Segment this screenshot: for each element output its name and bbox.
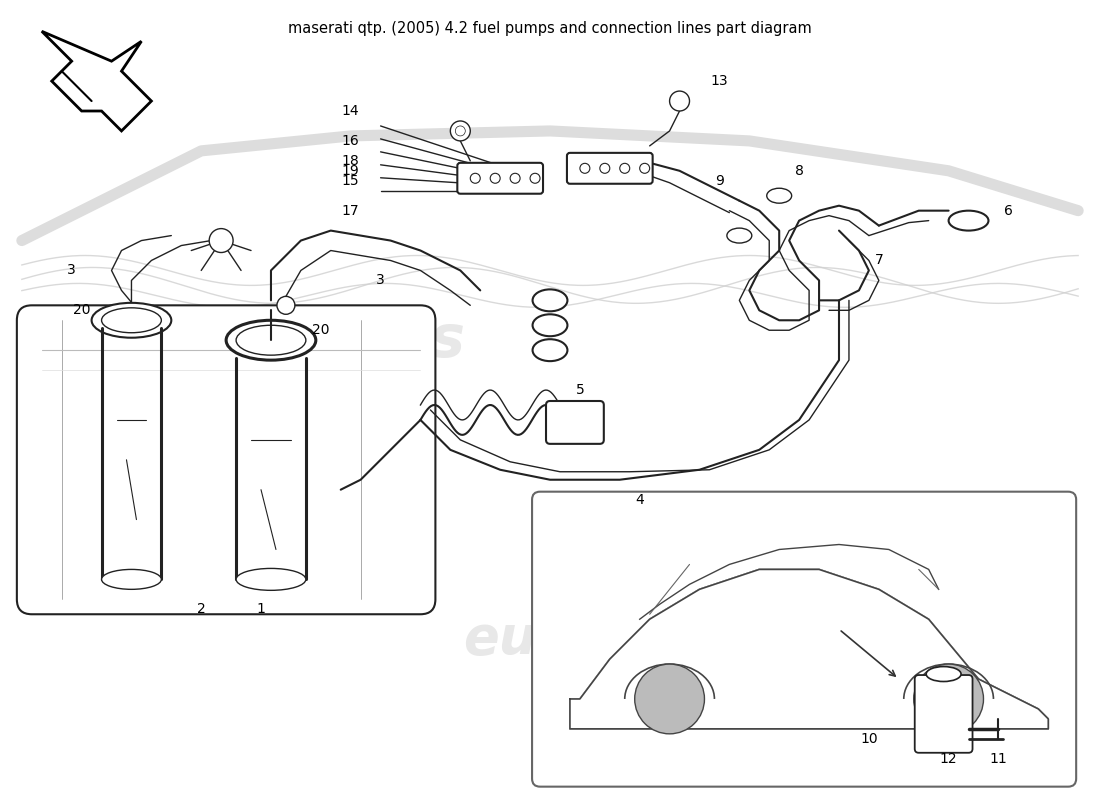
- Text: 3: 3: [67, 263, 76, 278]
- Text: 6: 6: [1004, 204, 1013, 218]
- Text: 20: 20: [312, 323, 330, 338]
- Text: 9: 9: [715, 174, 724, 188]
- Text: 5: 5: [575, 383, 584, 397]
- Text: 13: 13: [711, 74, 728, 88]
- Ellipse shape: [532, 339, 568, 361]
- Circle shape: [491, 174, 501, 183]
- Text: 18: 18: [342, 154, 360, 168]
- Circle shape: [914, 664, 983, 734]
- Circle shape: [640, 163, 650, 174]
- Polygon shape: [570, 570, 1048, 729]
- Ellipse shape: [926, 666, 961, 682]
- Circle shape: [455, 126, 465, 136]
- Text: eurospares: eurospares: [463, 613, 796, 665]
- Circle shape: [530, 174, 540, 183]
- FancyBboxPatch shape: [532, 492, 1076, 786]
- Text: 17: 17: [342, 204, 360, 218]
- Circle shape: [209, 229, 233, 253]
- Text: eurospares: eurospares: [97, 312, 465, 369]
- Text: 8: 8: [794, 164, 804, 178]
- Circle shape: [510, 174, 520, 183]
- FancyBboxPatch shape: [915, 675, 972, 753]
- Polygon shape: [42, 31, 152, 131]
- Text: 2: 2: [197, 602, 206, 616]
- FancyBboxPatch shape: [566, 153, 652, 184]
- Text: 11: 11: [990, 752, 1008, 766]
- Circle shape: [277, 296, 295, 314]
- Text: 7: 7: [874, 254, 883, 267]
- Text: 4: 4: [636, 493, 645, 506]
- Text: 19: 19: [342, 164, 360, 178]
- Text: maserati qtp. (2005) 4.2 fuel pumps and connection lines part diagram: maserati qtp. (2005) 4.2 fuel pumps and …: [288, 22, 812, 36]
- Circle shape: [670, 91, 690, 111]
- Text: 12: 12: [939, 752, 957, 766]
- Text: 15: 15: [342, 174, 360, 188]
- Circle shape: [619, 163, 629, 174]
- Ellipse shape: [727, 228, 751, 243]
- Ellipse shape: [227, 320, 316, 360]
- Ellipse shape: [236, 326, 306, 355]
- Text: 1: 1: [256, 602, 265, 616]
- Text: 14: 14: [342, 104, 360, 118]
- FancyBboxPatch shape: [458, 163, 543, 194]
- Circle shape: [450, 121, 471, 141]
- Ellipse shape: [91, 303, 172, 338]
- FancyBboxPatch shape: [16, 306, 436, 614]
- Ellipse shape: [101, 308, 162, 333]
- Circle shape: [600, 163, 609, 174]
- Ellipse shape: [101, 570, 162, 590]
- FancyBboxPatch shape: [546, 401, 604, 444]
- Circle shape: [471, 174, 481, 183]
- Ellipse shape: [948, 210, 989, 230]
- Text: 10: 10: [860, 732, 878, 746]
- Text: 20: 20: [73, 303, 90, 318]
- Ellipse shape: [767, 188, 792, 203]
- Ellipse shape: [532, 314, 568, 336]
- Ellipse shape: [236, 569, 306, 590]
- Circle shape: [635, 664, 704, 734]
- Circle shape: [580, 163, 590, 174]
- Text: 16: 16: [342, 134, 360, 148]
- Ellipse shape: [532, 290, 568, 311]
- Text: 3: 3: [376, 274, 385, 287]
